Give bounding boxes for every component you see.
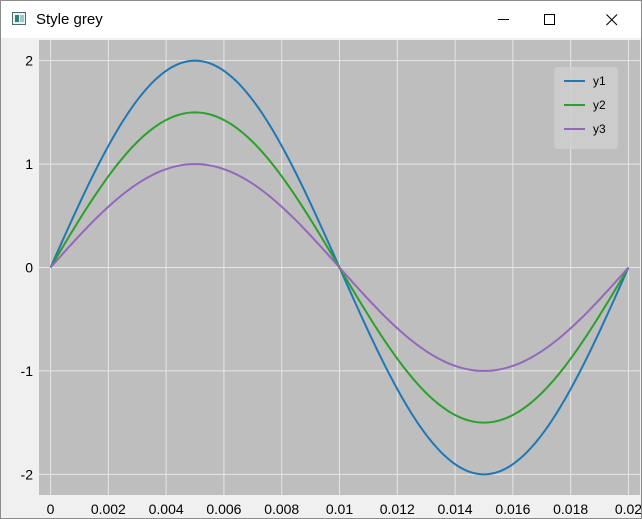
series-lines bbox=[49, 59, 630, 476]
x-tick-label: 0.014 bbox=[438, 501, 473, 517]
minimize-icon bbox=[498, 19, 509, 20]
maximize-button[interactable] bbox=[527, 1, 573, 38]
x-tick-label: 0 bbox=[47, 501, 55, 517]
app-window-icon bbox=[12, 12, 26, 25]
x-tick-label: 0.02 bbox=[615, 501, 641, 517]
minimize-button[interactable] bbox=[481, 1, 527, 38]
window-title: Style grey bbox=[36, 11, 103, 28]
legend-label-y3: y3 bbox=[593, 122, 606, 136]
title-bar[interactable]: Style grey bbox=[1, 1, 641, 38]
x-tick-label: 0.018 bbox=[553, 501, 588, 517]
x-tick-label: 0.006 bbox=[206, 501, 241, 517]
plot-area: 0 0.002 0.004 0.006 0.008 0.01 0.012 0.014 0.016… bbox=[1, 38, 641, 518]
grid-lines bbox=[39, 40, 640, 495]
y-tick-label: -1 bbox=[21, 363, 34, 379]
maximize-icon bbox=[544, 14, 555, 25]
x-tick-label: 0.004 bbox=[149, 501, 184, 517]
legend: y1 y2 y3 bbox=[554, 67, 618, 149]
y-tick-labels: -2 -1 0 1 2 bbox=[21, 53, 34, 483]
x-tick-label: 0.01 bbox=[326, 501, 353, 517]
x-tick-label: 0.012 bbox=[380, 501, 415, 517]
y-tick-label: -2 bbox=[21, 466, 34, 482]
close-button[interactable] bbox=[589, 1, 635, 38]
close-icon bbox=[606, 14, 618, 26]
x-tick-label: 0.016 bbox=[495, 501, 530, 517]
series-line-y3 bbox=[49, 163, 630, 372]
x-tick-labels: 0 0.002 0.004 0.006 0.008 0.01 0.012 0.014 0.016… bbox=[47, 501, 641, 517]
x-tick-label: 0.008 bbox=[264, 501, 299, 517]
y-tick-label: 0 bbox=[25, 260, 33, 276]
legend-label-y1: y1 bbox=[593, 74, 606, 88]
line-chart[interactable]: 0 0.002 0.004 0.006 0.008 0.01 0.012 0.014 0.016… bbox=[1, 38, 641, 518]
y-tick-label: 2 bbox=[25, 53, 33, 69]
legend-label-y2: y2 bbox=[593, 98, 606, 112]
legend-box bbox=[554, 67, 618, 149]
y-tick-label: 1 bbox=[25, 156, 33, 172]
x-tick-label: 0.002 bbox=[91, 501, 126, 517]
